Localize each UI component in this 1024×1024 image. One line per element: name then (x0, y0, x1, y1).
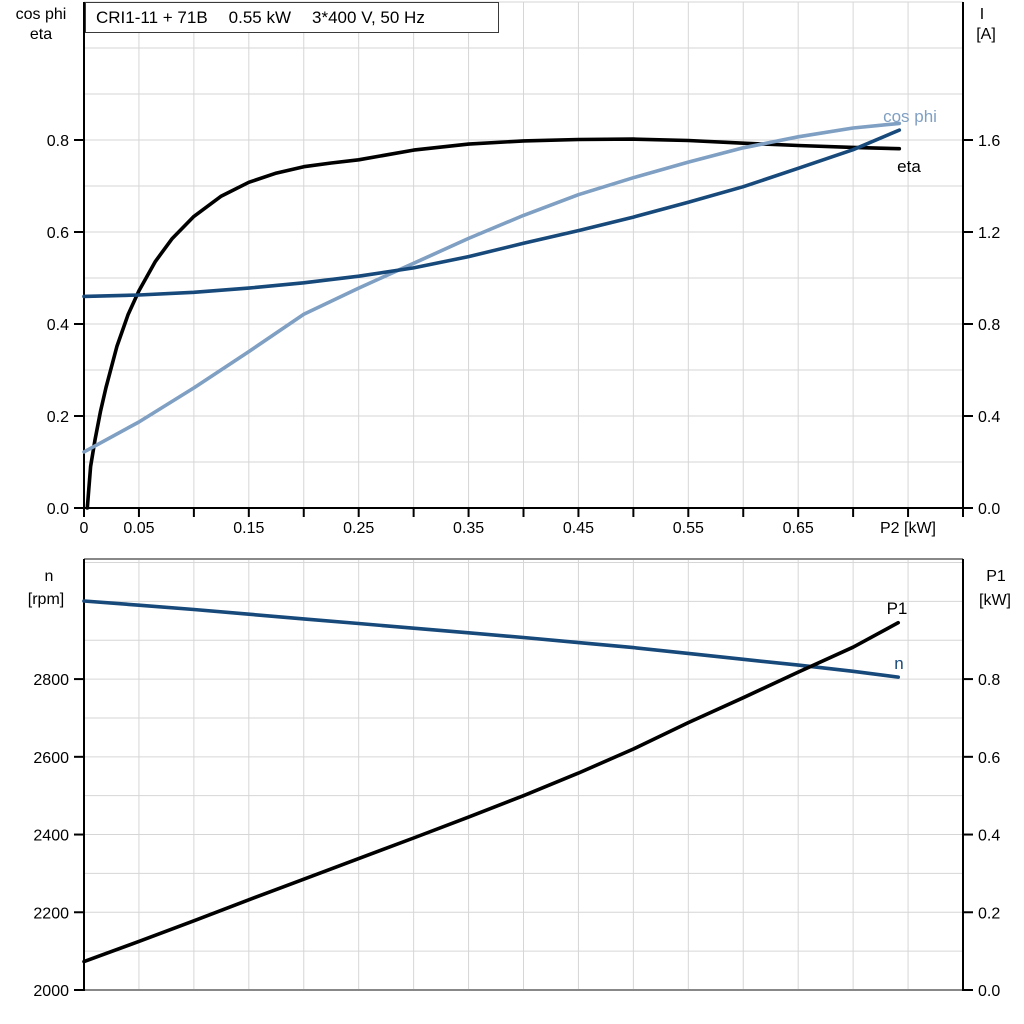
n-curve-label: n (894, 654, 903, 673)
cos-phi-curve-label: cos phi (883, 107, 937, 126)
top-left-axis-title-line1: cos phi (16, 6, 67, 23)
bottom-left-axis-title-line1: n (45, 568, 54, 585)
bottom-left-axis-title-line2: [rpm] (28, 591, 64, 608)
top-right-axis-title-line2: [A] (976, 26, 996, 43)
top-right-axis-tick-label: 1.2 (978, 225, 1000, 242)
bottom-left-axis-tick-label: 2800 (33, 672, 69, 689)
top-left-axis-tick-label: 0.4 (47, 317, 69, 334)
top-right-axis-tick-label: 0.8 (978, 317, 1000, 334)
supply-voltage-label: 3*400 V, 50 Hz (312, 7, 425, 27)
x-axis-tick-label: 0.35 (453, 520, 484, 537)
bottom-right-axis-tick-label: 0.4 (978, 828, 1000, 845)
x-axis-tick-label: 0.55 (673, 520, 704, 537)
bottom-left-axis-tick-label: 2200 (33, 905, 69, 922)
bottom-left-axis-tick-label: 2400 (33, 828, 69, 845)
bottom-left-axis-tick-label: 2600 (33, 750, 69, 767)
top-left-axis-tick-label: 0.6 (47, 225, 69, 242)
bottom-right-axis-tick-label: 0.0 (978, 983, 1000, 1000)
x-axis-tick-label: 0 (80, 520, 89, 537)
x-axis-tick-label: 0.65 (783, 520, 814, 537)
top-left-axis-tick-label: 0.8 (47, 133, 69, 150)
bottom-left-axis-tick-label: 2000 (33, 983, 69, 1000)
bottom-right-axis-tick-label: 0.2 (978, 905, 1000, 922)
p1-curve (82, 620, 901, 964)
bottom-right-axis-tick-label: 0.6 (978, 750, 1000, 767)
x-axis-tick-label: 0.15 (233, 520, 264, 537)
chart-title-box: CRI1-11 + 71B 0.55 kW 3*400 V, 50 Hz (85, 2, 499, 33)
pump-model-label: CRI1-11 + 71B (96, 7, 208, 27)
top-left-axis-tick-label: 0.2 (47, 409, 69, 426)
top-right-axis-tick-label: 0.0 (978, 501, 1000, 518)
eta-curve (85, 137, 902, 510)
bottom-right-axis-title-line1: P1 (986, 568, 1006, 585)
bottom-right-axis-title-line2: [kW] (979, 592, 1011, 609)
top-left-axis-tick-label: 0.0 (47, 501, 69, 518)
top-left-axis-title-line2: eta (30, 26, 52, 43)
i-curve (82, 128, 902, 299)
p1-curve-label: P1 (887, 599, 908, 618)
top-right-axis-tick-label: 1.6 (978, 133, 1000, 150)
x-axis-tick-label: 0.25 (343, 520, 374, 537)
top-right-axis-tick-label: 0.4 (978, 409, 1000, 426)
p2-axis-label: P2 [kW] (880, 520, 936, 537)
cos-phi-curve (82, 121, 902, 454)
bottom-right-axis-tick-label: 0.8 (978, 672, 1000, 689)
motor-power-label: 0.55 kW (228, 7, 292, 27)
top-right-axis-title-line1: I (980, 6, 984, 23)
x-axis-tick-label: 0.45 (563, 520, 594, 537)
n-curve (82, 599, 901, 679)
x-axis-tick-label: 0.05 (123, 520, 154, 537)
eta-curve-label: eta (897, 157, 921, 176)
